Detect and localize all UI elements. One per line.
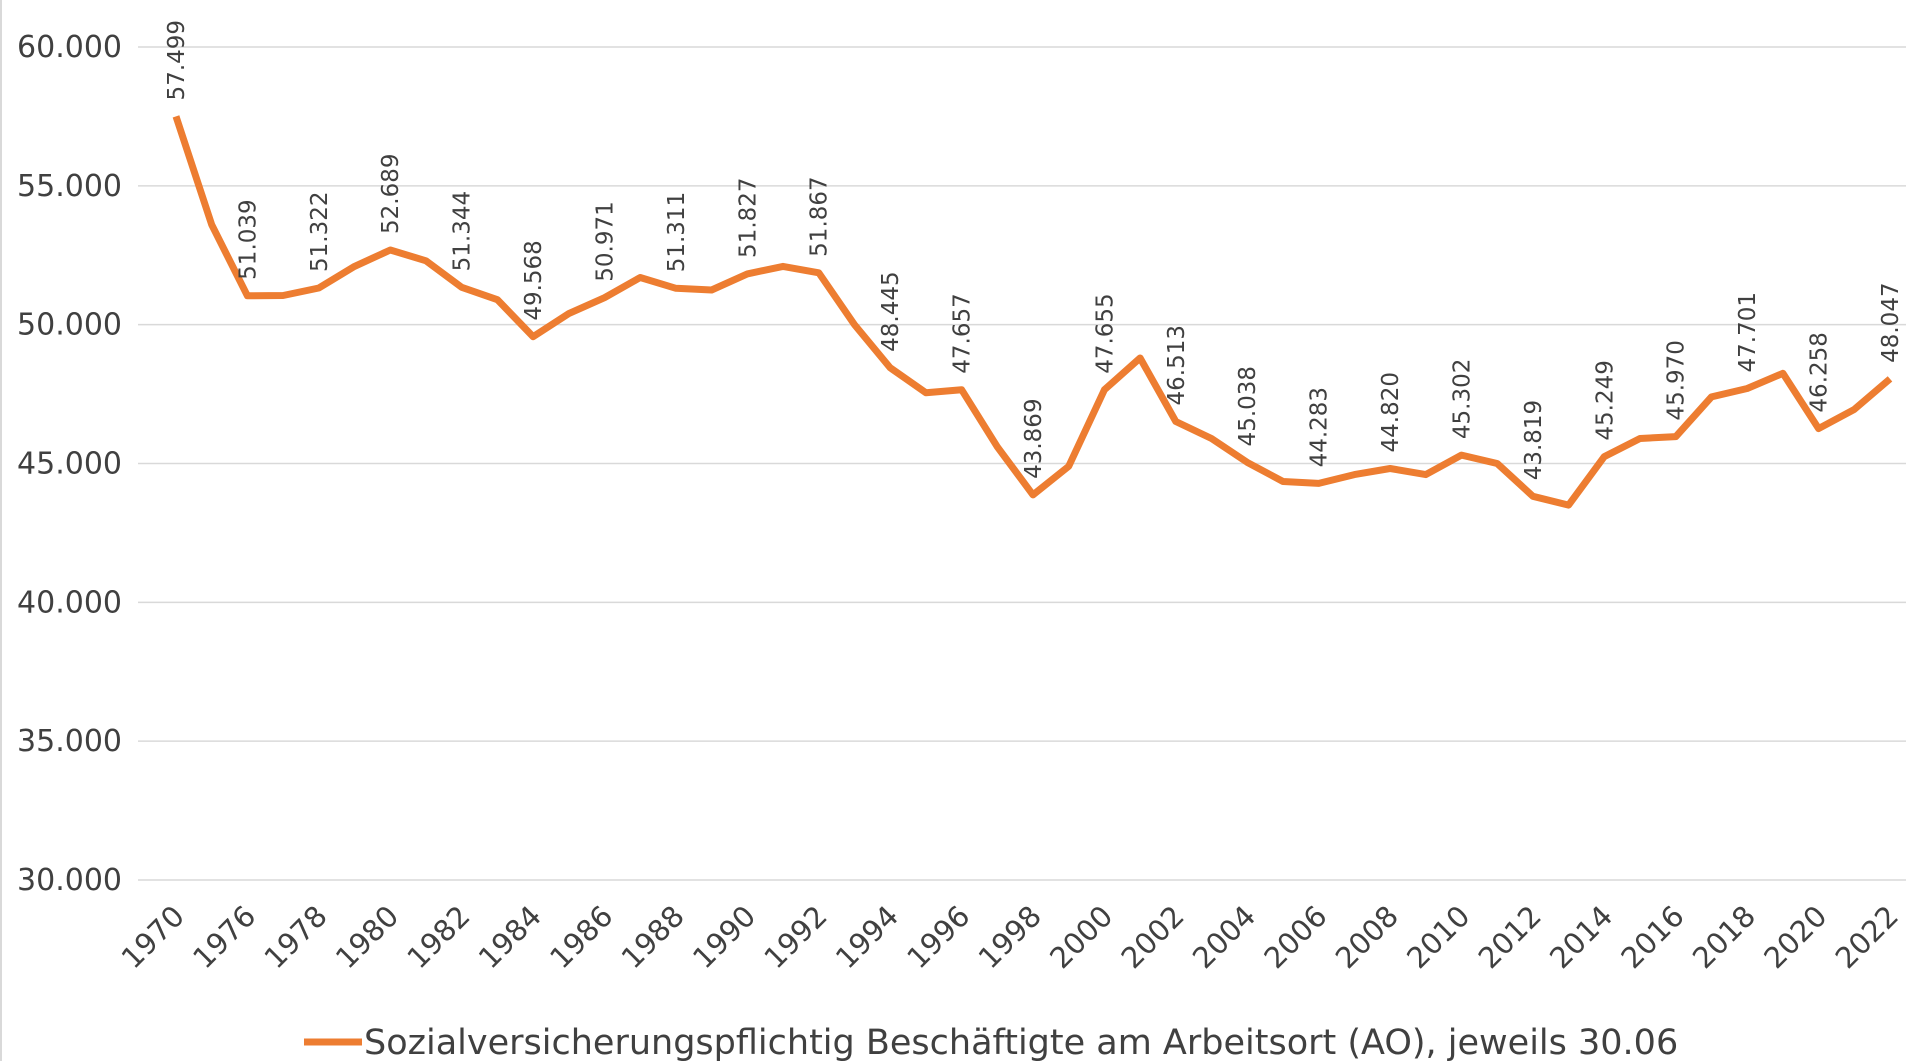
- x-tick-label: 2004: [1186, 899, 1262, 975]
- data-label: 51.827: [735, 177, 761, 257]
- x-tick-label: 2018: [1686, 899, 1762, 975]
- x-tick-label: 1994: [829, 899, 905, 975]
- y-tick-label: 30.000: [17, 863, 122, 898]
- data-label: 44.283: [1307, 387, 1333, 467]
- x-tick-label: 1992: [757, 899, 833, 975]
- data-label: 47.657: [950, 293, 976, 373]
- x-tick-label: 1980: [329, 899, 405, 975]
- data-label: 47.701: [1735, 292, 1761, 372]
- data-label: 45.038: [1235, 366, 1261, 446]
- data-label: 45.970: [1664, 340, 1690, 420]
- x-tick-label: 1978: [258, 899, 334, 975]
- data-label: 45.249: [1592, 360, 1618, 440]
- data-label: 52.689: [378, 154, 404, 234]
- data-label: 44.820: [1378, 372, 1404, 452]
- x-tick-label: 2022: [1829, 899, 1905, 975]
- data-label: 49.568: [521, 240, 547, 320]
- x-tick-label: 1986: [543, 899, 619, 975]
- x-tick-label: 1984: [472, 899, 548, 975]
- data-label: 43.819: [1521, 400, 1547, 480]
- y-tick-label: 60.000: [17, 30, 122, 65]
- data-label: 48.445: [878, 271, 904, 351]
- data-label: 50.971: [593, 201, 619, 281]
- data-label: 47.655: [1092, 293, 1118, 373]
- data-label: 48.047: [1878, 282, 1904, 362]
- x-tick-label: 1990: [686, 899, 762, 975]
- x-tick-label: 2006: [1257, 899, 1333, 975]
- x-tick-label: 2014: [1543, 899, 1619, 975]
- y-tick-label: 45.000: [17, 447, 122, 482]
- data-label: 51.344: [450, 191, 476, 271]
- data-label: 51.039: [235, 199, 261, 279]
- y-tick-label: 50.000: [17, 308, 122, 343]
- x-tick-label: 2012: [1472, 899, 1548, 975]
- data-label: 57.499: [164, 20, 190, 100]
- x-tick-label: 2000: [1043, 899, 1119, 975]
- x-tick-label: 2020: [1757, 899, 1833, 975]
- y-tick-label: 55.000: [17, 169, 122, 204]
- x-tick-label: 1976: [186, 899, 262, 975]
- x-tick-label: 1996: [900, 899, 976, 975]
- x-tick-label: 2002: [1115, 899, 1191, 975]
- data-label: 46.513: [1164, 325, 1190, 405]
- data-label: 46.258: [1807, 332, 1833, 412]
- x-tick-label: 2010: [1400, 899, 1476, 975]
- data-label: 45.302: [1450, 359, 1476, 439]
- data-label: 51.322: [307, 191, 333, 271]
- x-tick-label: 1988: [615, 899, 691, 975]
- data-line: [172, 115, 1893, 509]
- data-label: 51.867: [807, 176, 833, 256]
- x-tick-label: 1998: [972, 899, 1048, 975]
- legend-label: Sozialversicherungspflichtig Beschäftigt…: [364, 1023, 1678, 1061]
- y-tick-label: 40.000: [17, 585, 122, 620]
- x-tick-label: 1982: [400, 899, 476, 975]
- y-tick-label: 35.000: [17, 724, 122, 759]
- x-tick-label: 2008: [1329, 899, 1405, 975]
- data-label: 51.311: [664, 192, 690, 272]
- data-label: 43.869: [1021, 398, 1047, 478]
- x-tick-label: 2016: [1614, 899, 1690, 975]
- x-tick-label: 1970: [115, 899, 191, 975]
